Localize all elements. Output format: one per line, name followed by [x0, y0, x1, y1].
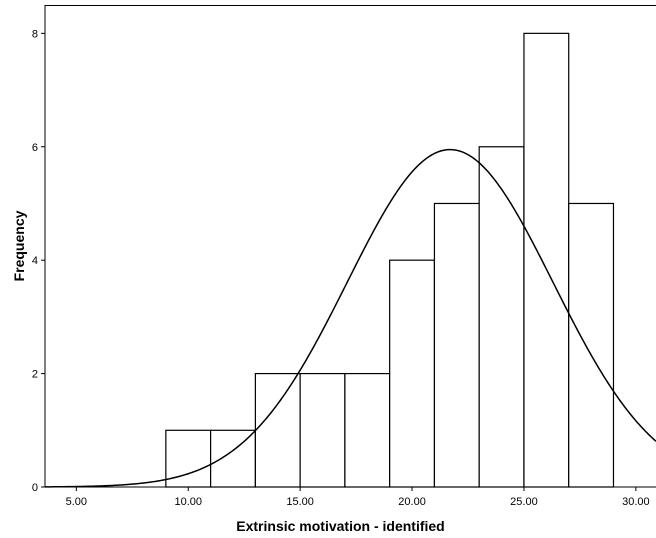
x-tick-label: 25.00	[510, 496, 538, 508]
y-tick-label: 2	[32, 369, 38, 381]
y-tick-label: 8	[32, 28, 38, 40]
histogram-bar	[433, 202, 480, 488]
normal-curve	[44, 148, 656, 488]
histogram-bar	[478, 146, 525, 488]
x-tick-label: 10.00	[174, 496, 202, 508]
histogram-bar	[389, 259, 436, 488]
x-axis-title: Extrinsic motivation - identified	[236, 518, 444, 534]
y-tick-label: 4	[32, 255, 38, 267]
y-tick-label: 0	[32, 482, 38, 494]
y-tick-label: 6	[32, 142, 38, 154]
histogram-bar	[254, 372, 301, 488]
curve-layer	[44, 148, 656, 488]
x-tick-label: 30.00	[622, 496, 650, 508]
y-axis-title: Frequency	[11, 210, 27, 281]
x-tick-label: 5.00	[66, 496, 87, 508]
bars-layer	[165, 32, 615, 488]
histogram-bar	[523, 32, 570, 488]
histogram-bar	[299, 372, 346, 488]
axes-layer: 0 2 4 6 8 5.00 10.00 15.00 20.00 25.00 30.00	[32, 5, 656, 508]
x-tick-label: 15.00	[286, 496, 314, 508]
histogram-bar	[210, 429, 256, 488]
histogram-bar	[568, 202, 615, 488]
histogram-bar	[344, 372, 391, 488]
x-tick-label: 20.00	[398, 496, 426, 508]
